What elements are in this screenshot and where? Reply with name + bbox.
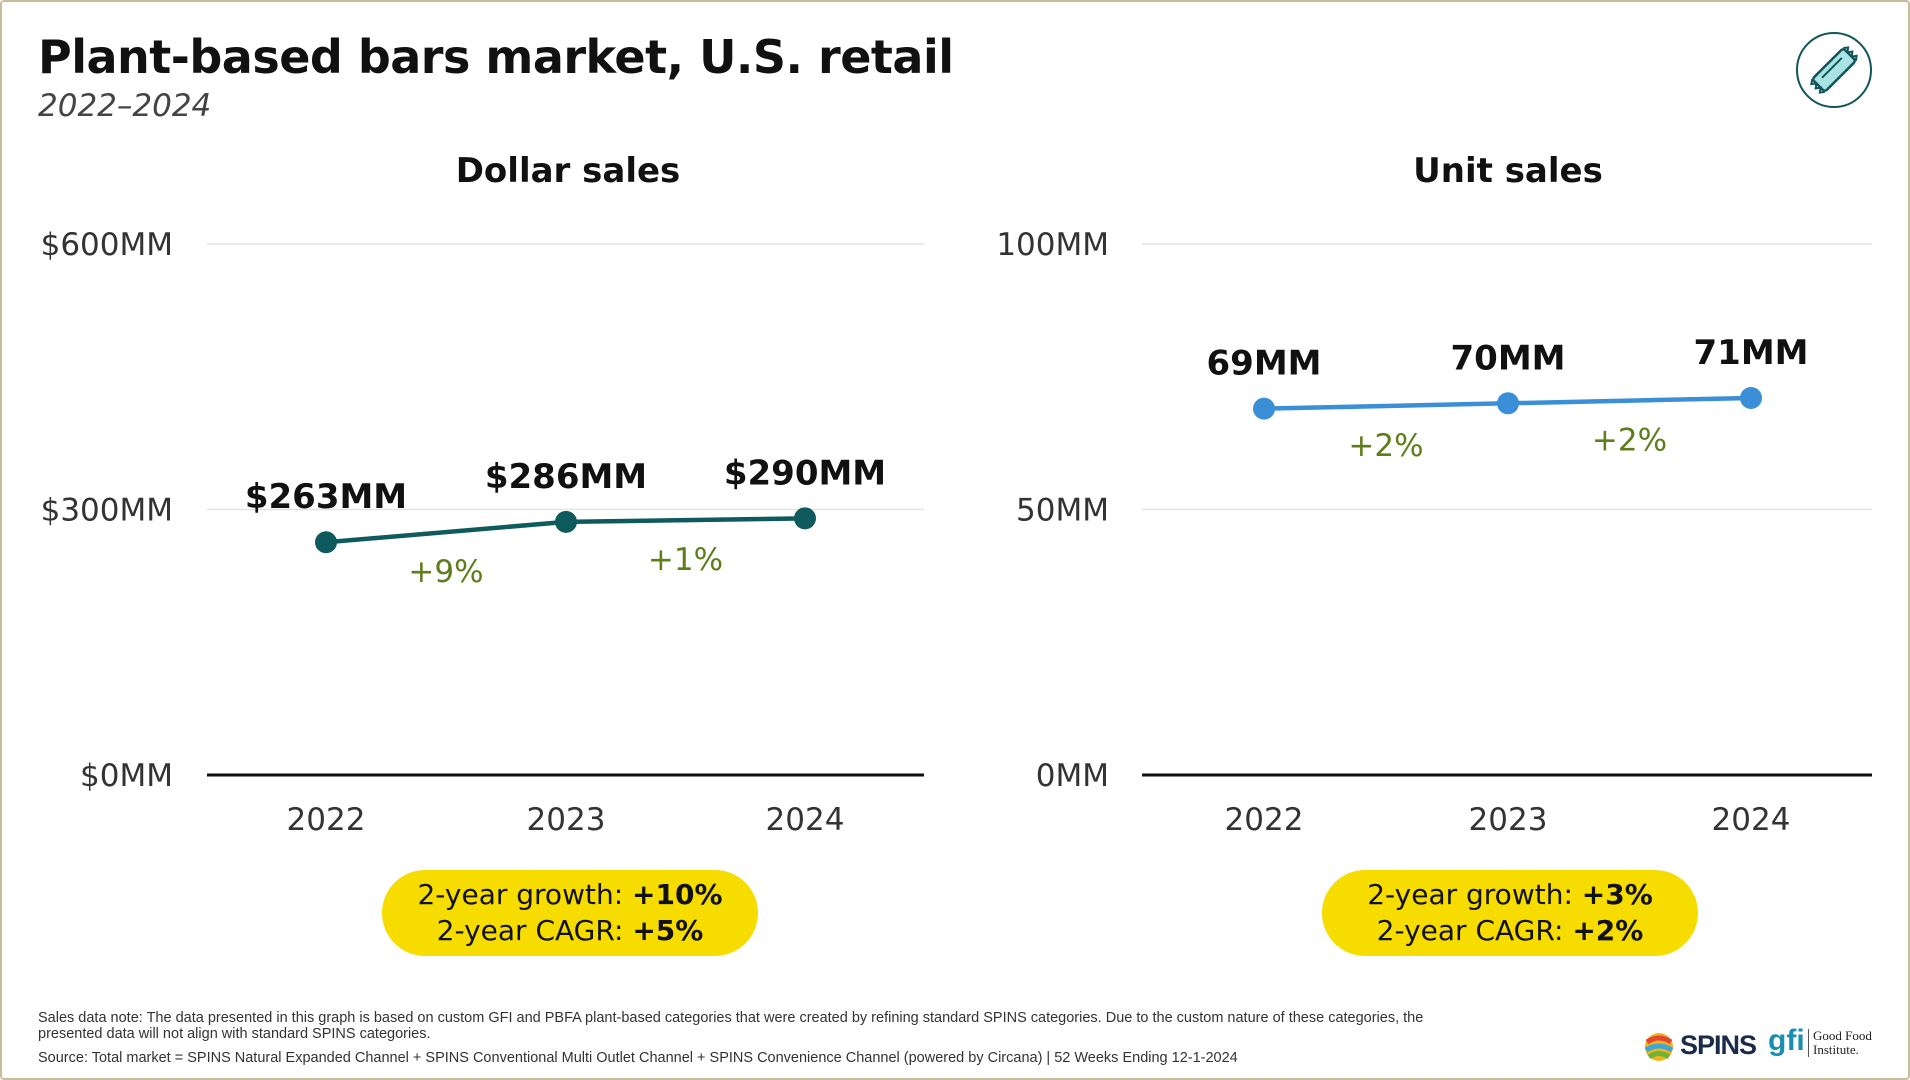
unit-sales-growth-label: +2%: [1592, 423, 1667, 459]
dollar-sales-x-tick-label: 2024: [766, 802, 845, 838]
cagr-label: 2-year CAGR:: [437, 914, 633, 947]
unit-sales-value-label: 69MM: [1207, 344, 1322, 384]
dollar-sales-growth-label: +1%: [648, 542, 723, 578]
dollar-sales-value-label: $263MM: [245, 477, 407, 517]
spins-globe-icon: [1642, 1030, 1676, 1064]
growth-label: 2-year growth:: [1367, 878, 1582, 911]
dollar-sales-y-tick-label: $0MM: [80, 758, 173, 794]
charts-canvas: Dollar sales $0MM $300MM $600MM 2022 2023 2024…: [0, 0, 1910, 1000]
dollar-sales-x-tick-label: 2022: [287, 802, 366, 838]
spins-logo-text: SPINS: [1680, 1030, 1756, 1061]
dollar-sales-data-point: [315, 531, 337, 553]
unit-sales-x-tick-label: 2024: [1712, 802, 1791, 838]
unit-sales-summary-pill: 2-year growth: +3% 2-year CAGR: +2%: [1322, 870, 1698, 956]
dollar-sales-chart-title: Dollar sales: [456, 151, 681, 191]
dollar-sales-growth-label: +9%: [408, 554, 483, 590]
growth-value: +10%: [632, 878, 722, 911]
unit-sales-value-label: 70MM: [1451, 338, 1566, 378]
unit-sales-data-point: [1253, 398, 1275, 420]
cagr-value: +5%: [632, 914, 703, 947]
source-note: Source: Total market = SPINS Natural Exp…: [38, 1050, 1438, 1066]
unit-sales-x-tick-label: 2023: [1469, 802, 1548, 838]
partner-logos: SPINS gfi Good Food Institute.: [1640, 1026, 1890, 1066]
growth-label: 2-year growth:: [417, 878, 632, 911]
dollar-sales-data-point: [555, 511, 577, 533]
unit-sales-x-tick-label: 2022: [1225, 802, 1304, 838]
dollar-sales-y-tick-label: $300MM: [41, 493, 173, 529]
cagr-label: 2-year CAGR:: [1377, 914, 1573, 947]
dollar-sales-value-label: $286MM: [485, 457, 647, 497]
unit-sales-y-tick-label: 50MM: [1016, 493, 1109, 529]
unit-sales-y-tick-label: 100MM: [996, 227, 1109, 263]
unit-sales-value-label: 71MM: [1694, 333, 1809, 373]
cagr-value: +2%: [1572, 914, 1643, 947]
sales-data-note: Sales data note: The data presented in t…: [38, 1010, 1438, 1042]
dollar-sales-y-tick-label: $600MM: [41, 227, 173, 263]
dollar-sales-summary-pill: 2-year growth: +10% 2-year CAGR: +5%: [382, 870, 758, 956]
unit-sales-data-point: [1497, 392, 1519, 414]
dollar-sales-x-tick-label: 2023: [527, 802, 606, 838]
unit-sales-data-point: [1740, 387, 1762, 409]
dollar-sales-data-point: [794, 507, 816, 529]
unit-sales-growth-label: +2%: [1348, 428, 1423, 464]
unit-sales-y-tick-label: 0MM: [1036, 758, 1109, 794]
gfi-logo-text: Good Food Institute.: [1808, 1029, 1893, 1057]
growth-value: +3%: [1582, 878, 1653, 911]
dollar-sales-value-label: $290MM: [724, 453, 886, 493]
gfi-logo-mark: gfi: [1768, 1024, 1805, 1058]
unit-sales-chart-title: Unit sales: [1413, 151, 1603, 191]
